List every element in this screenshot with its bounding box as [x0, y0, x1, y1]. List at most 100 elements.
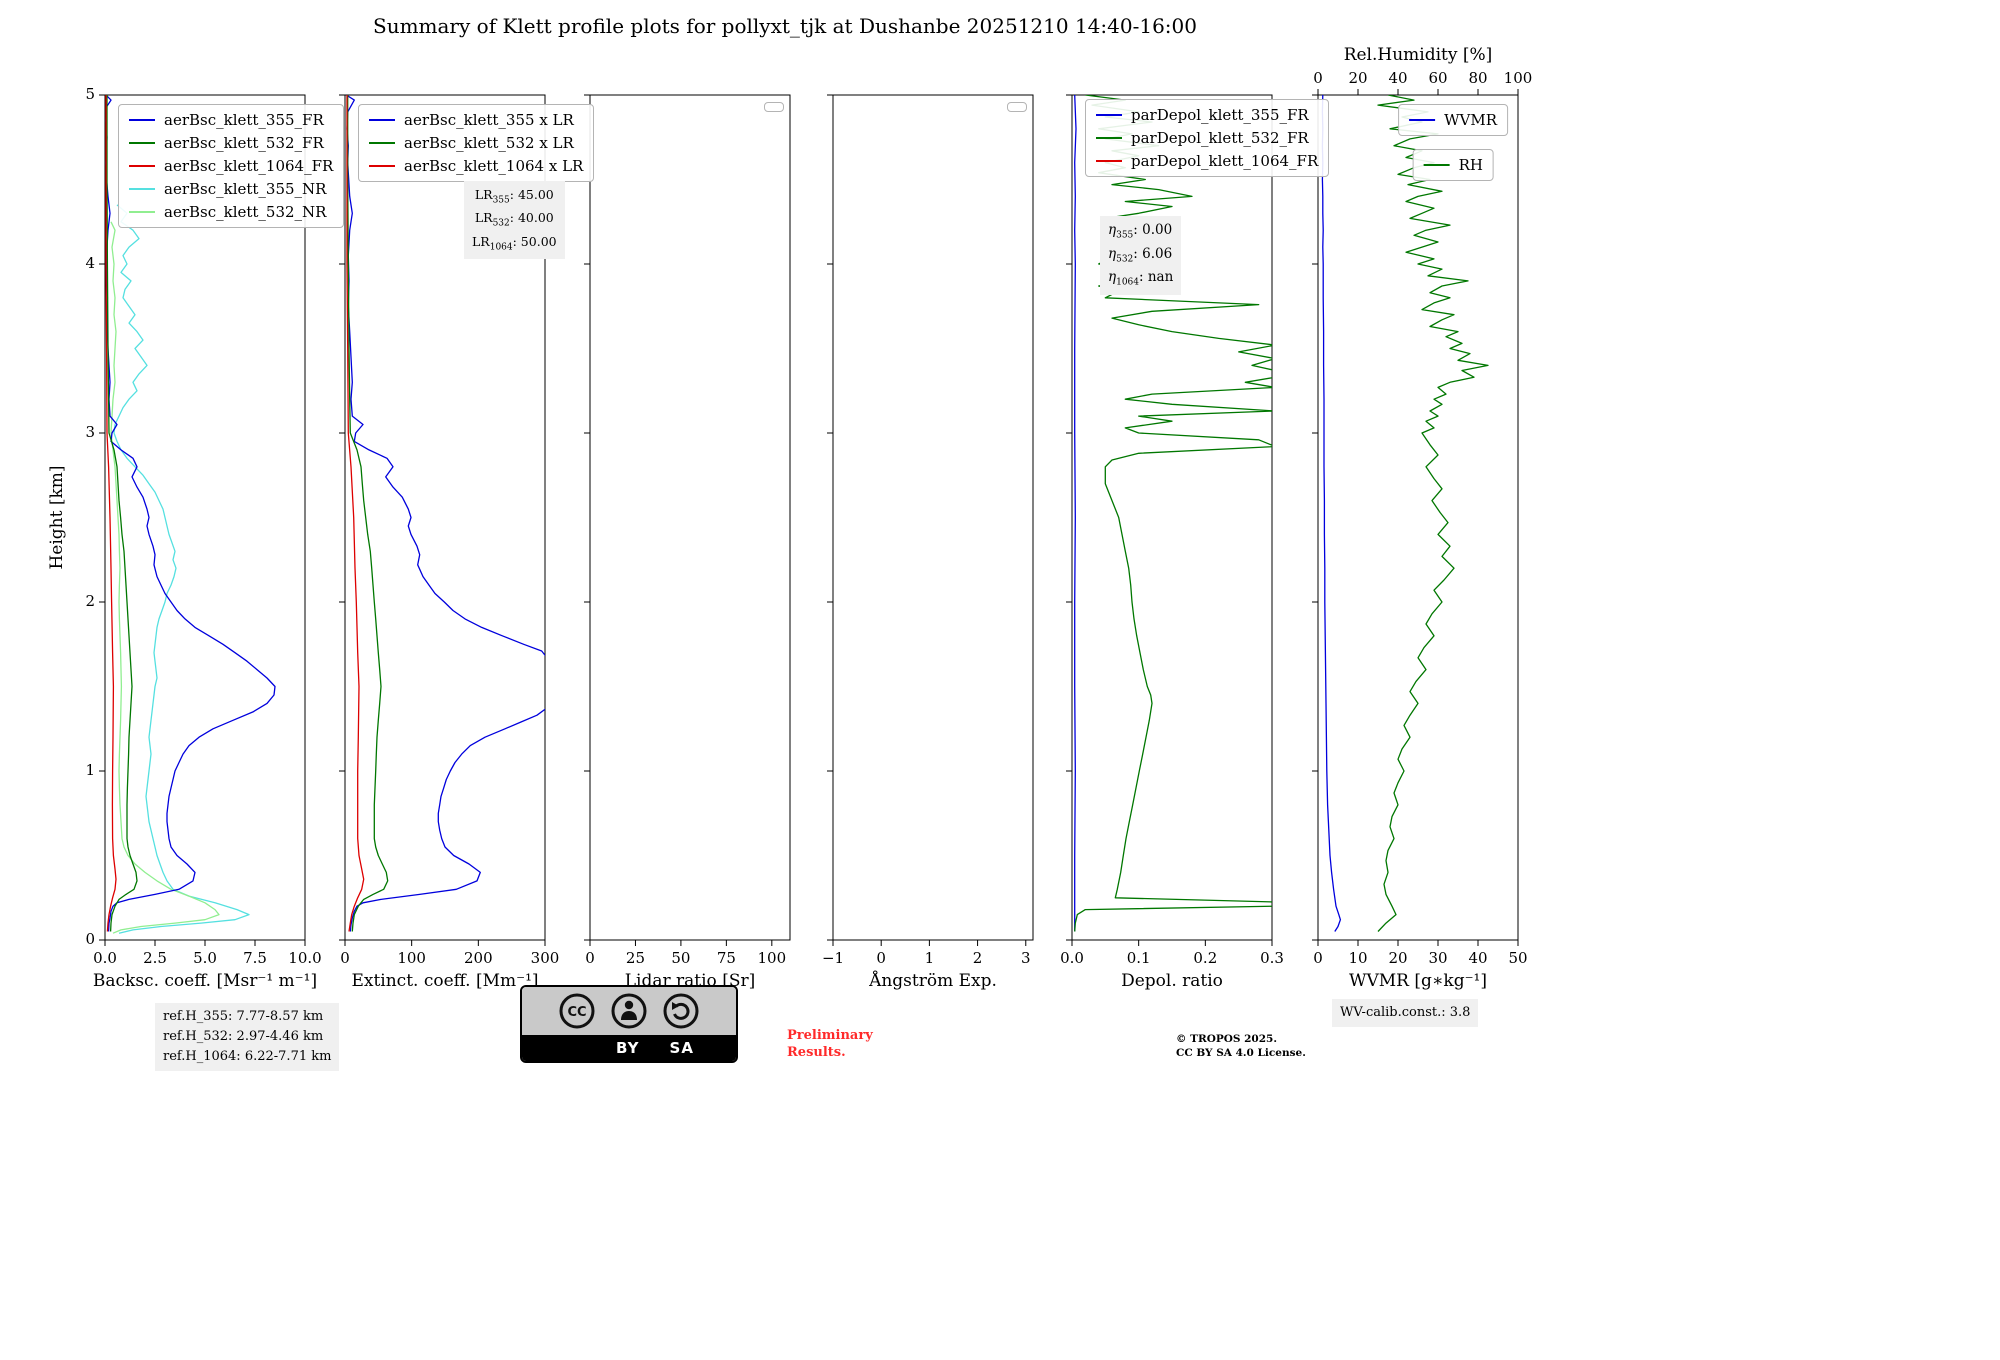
legend-entry-aerBsc_klett_1064 x LR: aerBsc_klett_1064 x LR	[369, 157, 583, 175]
panel-depol-ratio: 0.0 0.1 0.2 0.3 Depol. ratio	[1060, 94, 1284, 991]
svg-text:30: 30	[1428, 949, 1447, 967]
svg-text:2: 2	[85, 592, 95, 610]
cc-badge-icons: CC	[522, 987, 736, 1035]
legend-label: parDepol_klett_1064_FR	[1131, 152, 1319, 170]
legend-line-sample	[129, 119, 155, 121]
legend-label: aerBsc_klett_1064_FR	[164, 157, 334, 175]
svg-text:CC: CC	[567, 1005, 586, 1020]
cc-icon: CC	[559, 993, 595, 1029]
legend-line-sample	[1096, 114, 1122, 116]
legend-entry-RH: RH	[1423, 156, 1483, 174]
legend-entry-WVMR: WVMR	[1409, 111, 1497, 129]
svg-text:0: 0	[1313, 69, 1323, 87]
legend-label: aerBsc_klett_355_FR	[164, 111, 324, 129]
legend-label: WVMR	[1444, 111, 1497, 129]
legend-line-sample	[369, 119, 395, 121]
eta-1064-line: η1064: nan	[1108, 269, 1174, 288]
svg-text:300: 300	[531, 949, 560, 967]
legend-line-sample	[129, 142, 155, 144]
panel-backscatter: 0.0 2.5 5.0 7.5 10.0 0 1 2 3 4 5 Backsc. coeff. [Ms…	[47, 85, 322, 991]
svg-text:0: 0	[876, 949, 886, 967]
lidar-ratio-values-box: LR355: 45.00 LR532: 40.00 LR1064: 50.00	[464, 181, 565, 260]
svg-text:0: 0	[340, 949, 350, 967]
legend-entry-parDepol_klett_1064_FR: parDepol_klett_1064_FR	[1096, 152, 1318, 170]
wv-calib-box: WV-calib.const.: 3.8	[1332, 999, 1479, 1028]
plot-frame	[589, 94, 791, 941]
xlabel-extinction: Extinct. coeff. [Mm⁻¹]	[351, 971, 538, 991]
svg-text:50: 50	[1508, 949, 1527, 967]
panel-angstroem: −1 0 1 2 3 Ångström Exp.	[822, 94, 1034, 991]
svg-text:20: 20	[1348, 69, 1367, 87]
legend-line-sample	[369, 142, 395, 144]
svg-text:60: 60	[1428, 69, 1447, 87]
legend-entry-aerBsc_klett_532 x LR: aerBsc_klett_532 x LR	[369, 134, 583, 152]
svg-text:0.3: 0.3	[1260, 949, 1284, 967]
series-aerBsc_klett_1064_FR	[105, 95, 117, 932]
legend-extinction: aerBsc_klett_355 x LR aerBsc_klett_532 x …	[358, 104, 595, 182]
legend-lidar-ratio-empty	[764, 102, 784, 112]
legend-entry-aerBsc_klett_355 x LR: aerBsc_klett_355 x LR	[369, 111, 583, 129]
svg-text:1: 1	[85, 761, 95, 779]
eta-355-line: η355: 0.00	[1108, 222, 1173, 241]
legend-label: aerBsc_klett_532_NR	[164, 203, 327, 221]
attribution-person-icon	[611, 993, 647, 1029]
svg-text:0: 0	[1313, 949, 1323, 967]
svg-text:7.5: 7.5	[243, 949, 267, 967]
legend-entry-aerBsc_klett_355_NR: aerBsc_klett_355_NR	[129, 180, 333, 198]
legend-wvmr-0: WVMR	[1398, 104, 1508, 136]
legend-entry-parDepol_klett_355_FR: parDepol_klett_355_FR	[1096, 106, 1318, 124]
series-parDepol_klett_355_FR	[1074, 95, 1077, 932]
legend-label: parDepol_klett_355_FR	[1131, 106, 1309, 124]
xlabel-angstroem: Ångström Exp.	[868, 970, 997, 991]
panel-extinction: 0 100 200 300 Extinct. coeff. [Mm⁻¹]	[339, 94, 560, 991]
cc-sa-label: SA	[669, 1039, 694, 1057]
series-RH	[1377, 95, 1489, 932]
legend-label: aerBsc_klett_1064 x LR	[404, 157, 584, 175]
svg-text:10.0: 10.0	[288, 949, 321, 967]
legend-label: aerBsc_klett_532 x LR	[404, 134, 574, 152]
svg-text:4: 4	[85, 254, 95, 272]
svg-text:1: 1	[925, 949, 935, 967]
svg-text:3: 3	[1021, 949, 1031, 967]
reference-height-box: ref.H_355: 7.77-8.57 km ref.H_532: 2.97-…	[155, 1003, 340, 1072]
svg-text:−1: −1	[822, 949, 844, 967]
svg-text:75: 75	[717, 949, 736, 967]
series-aerBsc_klett_1064_x_LR	[346, 95, 365, 932]
cc-by-label: BY	[616, 1039, 640, 1057]
legend-label: aerBsc_klett_355 x LR	[404, 111, 574, 129]
plot-frame	[1317, 94, 1519, 941]
legend-line-sample	[129, 188, 155, 190]
svg-text:40: 40	[1468, 949, 1487, 967]
legend-line-sample	[129, 165, 155, 167]
svg-text:25: 25	[626, 949, 645, 967]
plot-frame	[344, 94, 546, 941]
svg-text:0: 0	[85, 930, 95, 948]
series-aerBsc_klett_532_FR	[106, 95, 138, 932]
svg-text:80: 80	[1468, 69, 1487, 87]
refh-1064: ref.H_1064: 6.22-7.71 km	[163, 1049, 332, 1065]
legend-label: parDepol_klett_532_FR	[1131, 129, 1309, 147]
svg-text:40: 40	[1388, 69, 1407, 87]
panel-wvmr: 0 10 20 30 40 50 0 20 40 60 80 100 Rel.Humidity [%] W…	[1312, 45, 1532, 991]
cc-by-sa-badge: CC BY SA	[520, 985, 738, 1063]
lr-1064-line: LR1064: 50.00	[472, 233, 557, 253]
svg-text:0.2: 0.2	[1193, 949, 1217, 967]
legend-line-sample	[1409, 119, 1436, 121]
series-WVMR	[1321, 95, 1342, 932]
legend-label: aerBsc_klett_532_FR	[164, 134, 324, 152]
top-axis-label: Rel.Humidity [%]	[1344, 45, 1493, 65]
xlabel-backscatter: Backsc. coeff. [Msr⁻¹ m⁻¹]	[93, 971, 317, 991]
page-title: Summary of Klett profile plots for polly…	[373, 14, 1197, 38]
plot-frame	[832, 94, 1034, 941]
depol-calibration-box: η355: 0.00 η532: 6.06 η1064: nan	[1100, 216, 1182, 295]
legend-depol-ratio: parDepol_klett_355_FR parDepol_klett_532_…	[1085, 99, 1330, 177]
svg-text:100: 100	[1504, 69, 1533, 87]
xlabel-depol-ratio: Depol. ratio	[1121, 971, 1223, 991]
share-alike-icon	[663, 993, 699, 1029]
legend-line-sample	[1096, 160, 1122, 162]
series-aerBsc_klett_355_x_LR	[345, 95, 545, 932]
legend-label: aerBsc_klett_355_NR	[164, 180, 327, 198]
svg-text:0: 0	[585, 949, 595, 967]
xlabel-wvmr: WVMR [g∗kg⁻¹]	[1349, 971, 1487, 991]
